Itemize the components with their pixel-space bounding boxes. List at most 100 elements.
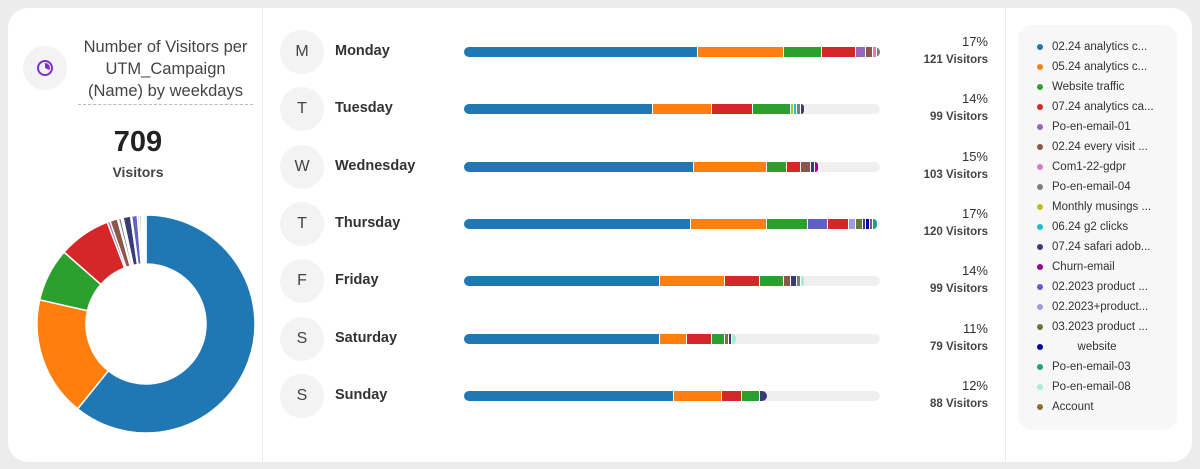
bar-segment[interactable] <box>866 47 874 57</box>
legend-item[interactable]: 07.24 safari adob... <box>1037 237 1177 257</box>
day-initial-badge: W <box>280 144 324 189</box>
bar-segment[interactable] <box>873 218 877 229</box>
bar-segment[interactable] <box>742 390 760 401</box>
donut-slice[interactable] <box>76 214 256 434</box>
bar-segment[interactable] <box>811 161 815 172</box>
donut-slice[interactable] <box>144 214 147 265</box>
legend-item[interactable]: 07.24 analytics ca... <box>1037 97 1177 117</box>
day-visitors: 120 Visitors <box>923 225 988 238</box>
legend-item[interactable]: 03.2023 product ... <box>1037 317 1177 337</box>
bar-segment[interactable] <box>725 276 760 287</box>
stacked-bar[interactable] <box>464 47 880 57</box>
stacked-bar[interactable] <box>464 390 880 401</box>
bar-segment[interactable] <box>873 47 877 57</box>
legend-dot-icon <box>1037 204 1043 210</box>
bar-segment[interactable] <box>464 161 695 172</box>
legend-item[interactable]: 02.2023+product... <box>1037 297 1177 317</box>
day-percent: 14% <box>961 263 988 279</box>
bar-segment[interactable] <box>752 104 791 115</box>
legend-item[interactable]: 02.24 analytics c... <box>1037 37 1177 57</box>
bar-segment[interactable] <box>694 161 767 172</box>
bar-segment[interactable] <box>783 47 822 57</box>
bar-segment[interactable] <box>659 333 688 344</box>
weekday-row[interactable]: T Tuesday 14% 99 Visitors <box>280 87 1000 132</box>
bar-segment[interactable] <box>659 276 726 287</box>
legend-item[interactable]: website <box>1037 337 1177 357</box>
bar-segment[interactable] <box>766 218 808 229</box>
weekday-row[interactable]: S Sunday 12% 88 Visitors <box>280 373 1000 418</box>
legend-item[interactable]: Po-en-email-08 <box>1037 377 1177 397</box>
bar-segment[interactable] <box>464 47 698 57</box>
bar-segment[interactable] <box>807 218 829 229</box>
bar-segment[interactable] <box>866 218 870 229</box>
bar-segment[interactable] <box>711 333 726 344</box>
bar-segment[interactable] <box>725 333 729 344</box>
legend-item[interactable]: Po-en-email-01 <box>1037 117 1177 137</box>
bar-segment[interactable] <box>855 47 867 57</box>
bar-segment[interactable] <box>687 333 712 344</box>
weekday-row[interactable]: F Friday 14% 99 Visitors <box>280 259 1000 304</box>
stacked-bar[interactable] <box>464 333 880 344</box>
bar-segment[interactable] <box>697 47 784 57</box>
bar-segment[interactable] <box>855 218 863 229</box>
legend-item[interactable]: Po-en-email-04 <box>1037 177 1177 197</box>
legend-label: Website traffic <box>1052 81 1125 93</box>
weekday-row[interactable]: T Thursday 17% 120 Visitors <box>280 201 1000 246</box>
bar-segment[interactable] <box>800 104 805 115</box>
bar-segment[interactable] <box>800 161 812 172</box>
legend-item[interactable]: Churn-email <box>1037 257 1177 277</box>
bar-segment[interactable] <box>797 276 801 287</box>
bar-segment[interactable] <box>828 218 850 229</box>
bar-segment[interactable] <box>814 161 819 172</box>
legend-label: Po-en-email-03 <box>1052 361 1131 373</box>
weekday-row[interactable]: W Wednesday 15% 103 Visitors <box>280 144 1000 189</box>
bar-segment[interactable] <box>766 161 788 172</box>
bar-segment[interactable] <box>794 104 798 115</box>
bar-segment[interactable] <box>711 104 753 115</box>
bar-segment[interactable] <box>790 104 795 115</box>
bar-segment[interactable] <box>464 104 654 115</box>
bar-segment[interactable] <box>759 390 767 401</box>
legend-item[interactable]: 06.24 g2 clicks <box>1037 217 1177 237</box>
legend-item[interactable]: Account <box>1037 397 1177 417</box>
weekday-row[interactable]: S Saturday 11% 79 Visitors <box>280 316 1000 361</box>
legend-item[interactable]: 02.2023 product ... <box>1037 277 1177 297</box>
legend-item[interactable]: Po-en-email-03 <box>1037 357 1177 377</box>
bar-segment[interactable] <box>690 218 767 229</box>
day-name: Wednesday <box>335 157 416 174</box>
bar-segment[interactable] <box>800 276 805 287</box>
stacked-bar[interactable] <box>464 161 880 172</box>
bar-segment[interactable] <box>821 47 856 57</box>
widget-icon-button[interactable] <box>23 46 67 90</box>
stacked-bar[interactable] <box>464 104 880 115</box>
bar-segment[interactable] <box>721 390 743 401</box>
bar-segment[interactable] <box>653 104 712 115</box>
bar-segment[interactable] <box>849 218 856 229</box>
day-percent: 12% <box>961 377 988 393</box>
bar-segment[interactable] <box>862 218 867 229</box>
bar-segment[interactable] <box>790 276 798 287</box>
legend-item[interactable]: 05.24 analytics c... <box>1037 57 1177 77</box>
widget-title[interactable]: Number of Visitors per UTM_Campaign (Nam… <box>78 36 253 105</box>
weekday-row[interactable]: M Monday 17% 121 Visitors <box>280 30 1000 74</box>
legend-label: 02.24 every visit ... <box>1052 141 1148 153</box>
bar-segment[interactable] <box>783 276 791 287</box>
bar-segment[interactable] <box>787 161 801 172</box>
stacked-bar[interactable] <box>464 218 880 229</box>
legend-item[interactable]: Com1-22-gdpr <box>1037 157 1177 177</box>
bar-segment[interactable] <box>464 218 691 229</box>
legend-item[interactable]: Website traffic <box>1037 77 1177 97</box>
bar-segment[interactable] <box>759 276 784 287</box>
legend-item[interactable]: Monthly musings ... <box>1037 197 1177 217</box>
bar-segment[interactable] <box>732 333 736 344</box>
bar-segment[interactable] <box>673 390 722 401</box>
stacked-bar[interactable] <box>464 276 880 287</box>
bar-segment[interactable] <box>869 218 874 229</box>
bar-segment[interactable] <box>797 104 801 115</box>
bar-segment[interactable] <box>464 276 660 287</box>
bar-segment[interactable] <box>464 333 660 344</box>
bar-segment[interactable] <box>876 47 880 57</box>
legend-item[interactable]: 02.24 every visit ... <box>1037 137 1177 157</box>
bar-segment[interactable] <box>464 390 674 401</box>
bar-segment[interactable] <box>728 333 733 344</box>
